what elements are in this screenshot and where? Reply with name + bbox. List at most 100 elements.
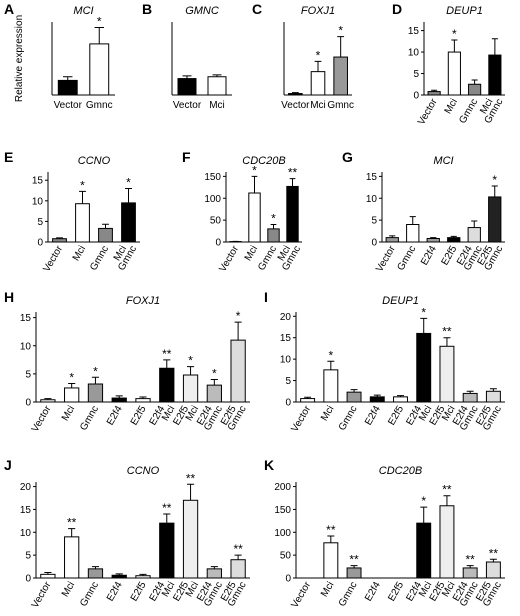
x-tick-label: Gmnc [88, 244, 111, 273]
significance: ** [233, 542, 243, 556]
panel-title: FOXJ1 [301, 5, 335, 17]
bar [406, 224, 420, 243]
x-tick-label: Mci [71, 244, 88, 263]
x-tick-label: Gmnc [86, 100, 113, 111]
significance: * [252, 163, 257, 177]
y-tick-label: 10 [32, 196, 44, 207]
error-bar [337, 36, 345, 58]
bar [177, 78, 197, 96]
bar [323, 542, 339, 579]
bar [323, 369, 339, 403]
x-tick-label: Vector [416, 96, 440, 127]
significance: * [69, 370, 74, 384]
error-bar [304, 396, 312, 399]
error-bar [489, 558, 497, 562]
bar [89, 43, 110, 96]
x-tick-label: Mci [443, 97, 460, 116]
bar [111, 574, 127, 579]
significance: ** [162, 347, 172, 361]
bar [75, 203, 90, 243]
bar [159, 522, 175, 579]
bar [98, 227, 113, 243]
bar [385, 237, 399, 243]
y-tick-label: 5 [285, 376, 291, 387]
panel-title: GMNC [185, 5, 219, 17]
y-tick-label: 0 [25, 398, 31, 409]
bar [267, 228, 280, 243]
x-tick-label: E2f4 [105, 580, 125, 604]
bar [182, 499, 199, 579]
bar [310, 71, 326, 96]
error-bar [431, 89, 438, 92]
error-bar [234, 321, 242, 341]
error-bar [186, 483, 195, 501]
error-bar [44, 572, 52, 575]
panel: K CDC20B 0 50 100 150 200 Vector ** Mci ** Gmnc E2f4… [264, 457, 505, 610]
y-tick-label: 0 [285, 398, 291, 409]
x-tick-label: Vector [41, 243, 65, 274]
x-tick-label: Gmnc [78, 580, 101, 609]
significance: ** [288, 166, 298, 180]
bar [427, 91, 441, 96]
error-bar [471, 220, 478, 228]
bar [346, 391, 362, 403]
y-tick-label: 15 [280, 333, 292, 344]
error-bar [443, 495, 451, 506]
x-tick-label: Mci [319, 404, 336, 423]
error-bar [125, 187, 132, 203]
y-tick-label: 0 [25, 574, 31, 585]
error-bar [491, 38, 498, 56]
bar [439, 345, 455, 403]
panel: C FOXJ1 Vector * Mci * Gmnc [252, 1, 354, 111]
y-tick-label: 5 [371, 216, 377, 227]
x-tick-label: Gmnc [457, 97, 480, 126]
bar [135, 575, 151, 579]
y-tick-label: 10 [20, 528, 32, 539]
error-bar [443, 337, 451, 347]
y-tick-label: 0 [413, 91, 419, 102]
x-tick-label: Vector [30, 579, 54, 610]
panel-letter: E [4, 149, 13, 165]
bar [462, 392, 478, 403]
error-bar [234, 554, 242, 560]
bar [447, 51, 461, 96]
y-tick-label: 5 [25, 369, 31, 380]
significance: ** [489, 546, 499, 560]
x-tick-label: E2f4 [363, 404, 383, 428]
x-tick-label: Gmnc [327, 100, 354, 111]
error-bar [163, 513, 171, 524]
significance: * [80, 178, 85, 192]
error-bar [289, 178, 296, 187]
error-bar [327, 535, 335, 543]
bar [52, 238, 67, 243]
x-tick-label: E2f5 [129, 580, 149, 604]
error-bar [350, 389, 358, 393]
significance: * [328, 348, 333, 362]
error-bar [420, 317, 428, 334]
x-tick-label: Gmnc [337, 580, 360, 609]
panel: B GMNC Vector Mci [142, 1, 232, 111]
error-bar [291, 92, 299, 94]
bar [207, 76, 227, 96]
error-bar [210, 566, 218, 569]
bar [488, 196, 502, 243]
panel-letter: H [4, 289, 14, 305]
x-tick-label: Gmnc [78, 404, 101, 433]
bar [87, 568, 104, 579]
bar [64, 536, 80, 579]
y-tick-label: 100 [204, 194, 221, 205]
bar [416, 522, 432, 579]
error-bar [397, 395, 404, 397]
bar [206, 568, 222, 579]
panel-letter: F [182, 149, 191, 165]
bar [159, 367, 175, 403]
error-bar [489, 388, 497, 392]
bar [230, 559, 246, 579]
panel-title: MCI [73, 5, 93, 17]
